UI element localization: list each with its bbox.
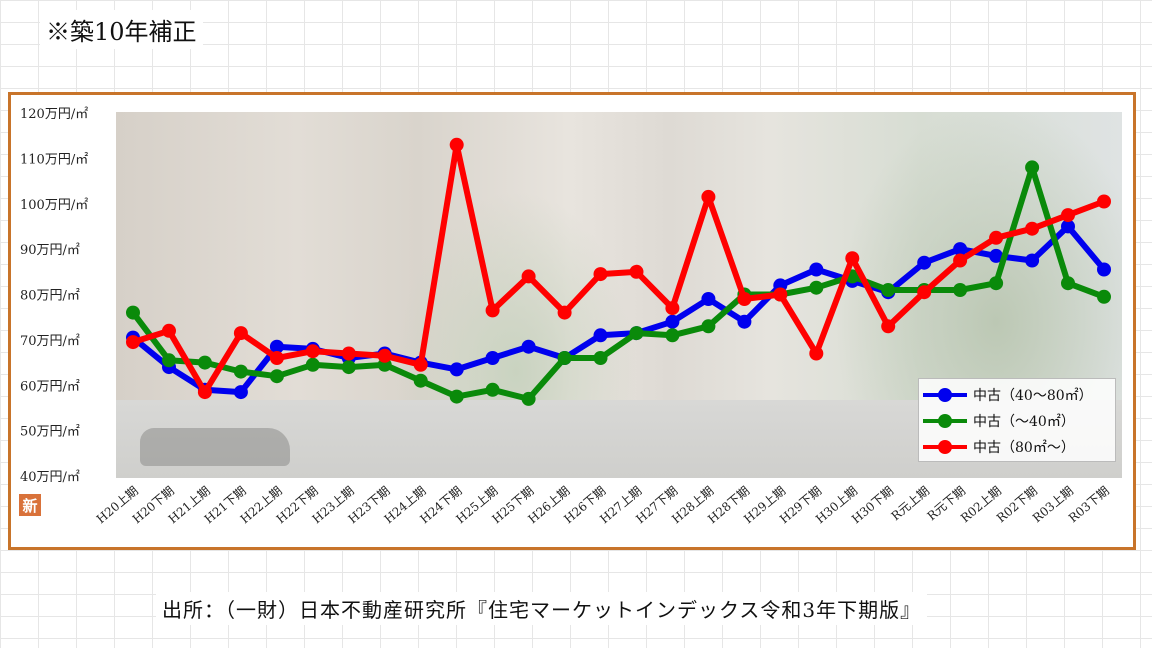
legend-swatch-red xyxy=(923,440,967,454)
series-2-point-25 xyxy=(1025,221,1040,236)
y-tick-label-3: 70万円/㎡ xyxy=(20,334,80,349)
legend-label-blue: 中古（40～80㎡） xyxy=(973,388,1093,404)
series-1-point-3 xyxy=(233,364,248,379)
series-0-point-23 xyxy=(953,242,968,257)
y-tick-label-6: 100万円/㎡ xyxy=(20,198,88,213)
series-2-point-26 xyxy=(1061,208,1075,223)
series-1-point-27 xyxy=(1097,289,1111,304)
series-2-point-11 xyxy=(521,269,536,284)
series-1-point-24 xyxy=(989,276,1004,291)
series-1-point-26 xyxy=(1061,276,1075,291)
series-0-point-25 xyxy=(1025,253,1040,268)
series-1-point-12 xyxy=(557,351,572,365)
series-2-point-22 xyxy=(917,285,932,300)
y-tick-label-1: 50万円/㎡ xyxy=(20,425,80,440)
series-line-1 xyxy=(130,164,1106,402)
series-2-point-2 xyxy=(197,385,212,400)
series-2-point-18 xyxy=(773,287,788,302)
legend-item-green: 中古（～40㎡） xyxy=(923,408,1113,434)
series-0-point-17 xyxy=(737,314,752,329)
legend-dot-green xyxy=(938,414,952,428)
series-1-point-9 xyxy=(449,389,464,404)
series-2-point-13 xyxy=(593,267,608,282)
series-1-point-21 xyxy=(881,283,896,297)
y-tick-label-4: 80万円/㎡ xyxy=(20,289,80,304)
series-1-point-2 xyxy=(197,355,212,370)
series-2-point-14 xyxy=(629,264,644,279)
series-0-point-22 xyxy=(917,255,932,270)
series-2-point-9 xyxy=(449,137,464,152)
series-2-point-5 xyxy=(305,344,320,359)
new-badge-icon: 新 xyxy=(19,494,41,516)
series-2-point-24 xyxy=(989,230,1004,245)
x-tick-label-27: R03下期 xyxy=(1066,484,1112,526)
series-2-point-4 xyxy=(269,351,284,365)
series-1-point-19 xyxy=(809,280,824,295)
series-1-point-8 xyxy=(413,373,428,388)
series-2-point-3 xyxy=(233,326,248,341)
series-0-point-26 xyxy=(1061,219,1075,234)
series-2-point-7 xyxy=(377,348,392,363)
series-0-point-10 xyxy=(485,351,500,365)
legend-item-blue: 中古（40～80㎡） xyxy=(923,382,1113,408)
series-1-point-23 xyxy=(953,283,968,297)
series-1-point-6 xyxy=(341,360,356,375)
series-2-point-27 xyxy=(1097,194,1111,209)
y-tick-label-5: 90万円/㎡ xyxy=(20,243,80,258)
series-2-point-23 xyxy=(953,253,968,268)
y-tick-label-2: 60万円/㎡ xyxy=(20,379,80,394)
series-2-point-12 xyxy=(557,305,572,320)
series-2-point-10 xyxy=(485,303,500,318)
series-0-point-15 xyxy=(665,314,680,329)
series-0-point-3 xyxy=(233,385,248,400)
series-1-point-16 xyxy=(701,319,716,334)
series-2-point-17 xyxy=(737,292,752,306)
series-1-point-1 xyxy=(162,353,176,368)
legend-dot-red xyxy=(938,440,952,454)
series-0-point-24 xyxy=(989,248,1004,263)
series-1-point-4 xyxy=(269,369,284,384)
legend-item-red: 中古（80㎡～） xyxy=(923,434,1113,460)
series-1-point-25 xyxy=(1025,160,1040,175)
series-2-point-0 xyxy=(126,335,140,350)
series-0-point-11 xyxy=(521,339,536,354)
series-line-0 xyxy=(131,223,1107,396)
series-1-point-5 xyxy=(305,357,320,372)
note-text: ※築10年補正 xyxy=(40,10,203,49)
y-tick-label-8: 120万円/㎡ xyxy=(20,107,88,122)
series-2-point-20 xyxy=(845,251,860,266)
series-0-point-19 xyxy=(809,262,824,277)
series-2-point-6 xyxy=(341,346,356,361)
source-citation: 出所：（一財）日本不動産研究所『住宅マーケットインデックス令和3年下期版』 xyxy=(156,592,928,625)
series-2-point-19 xyxy=(809,346,824,361)
series-0-point-16 xyxy=(701,292,716,306)
legend-swatch-blue xyxy=(923,388,967,402)
series-2-point-21 xyxy=(881,319,896,334)
series-1-point-0 xyxy=(126,305,140,320)
legend-label-red: 中古（80㎡～） xyxy=(973,440,1075,456)
background-photo-car xyxy=(140,428,290,466)
series-0-point-27 xyxy=(1097,262,1111,277)
series-2-point-8 xyxy=(413,357,428,372)
series-0-point-4 xyxy=(269,339,284,354)
y-tick-label-7: 110万円/㎡ xyxy=(20,152,88,167)
series-2-point-16 xyxy=(701,189,716,204)
series-1-point-11 xyxy=(521,391,536,406)
series-0-point-9 xyxy=(449,362,464,377)
legend-dot-blue xyxy=(938,388,952,402)
series-2-point-15 xyxy=(665,301,680,316)
series-0-point-13 xyxy=(593,328,608,343)
series-1-point-15 xyxy=(665,328,680,343)
series-1-point-14 xyxy=(629,326,644,341)
legend-swatch-green xyxy=(923,414,967,428)
series-1-point-13 xyxy=(593,351,608,365)
legend-label-green: 中古（～40㎡） xyxy=(973,414,1075,430)
legend[interactable]: 中古（40～80㎡） 中古（～40㎡） 中古（80㎡～） xyxy=(918,378,1116,462)
series-1-point-10 xyxy=(485,382,500,397)
x-tick-label-22: R元上期 xyxy=(889,484,933,524)
series-2-point-1 xyxy=(162,323,176,338)
series-line-2 xyxy=(132,141,1106,396)
y-tick-label-0: 40万円/㎡ xyxy=(20,470,80,485)
